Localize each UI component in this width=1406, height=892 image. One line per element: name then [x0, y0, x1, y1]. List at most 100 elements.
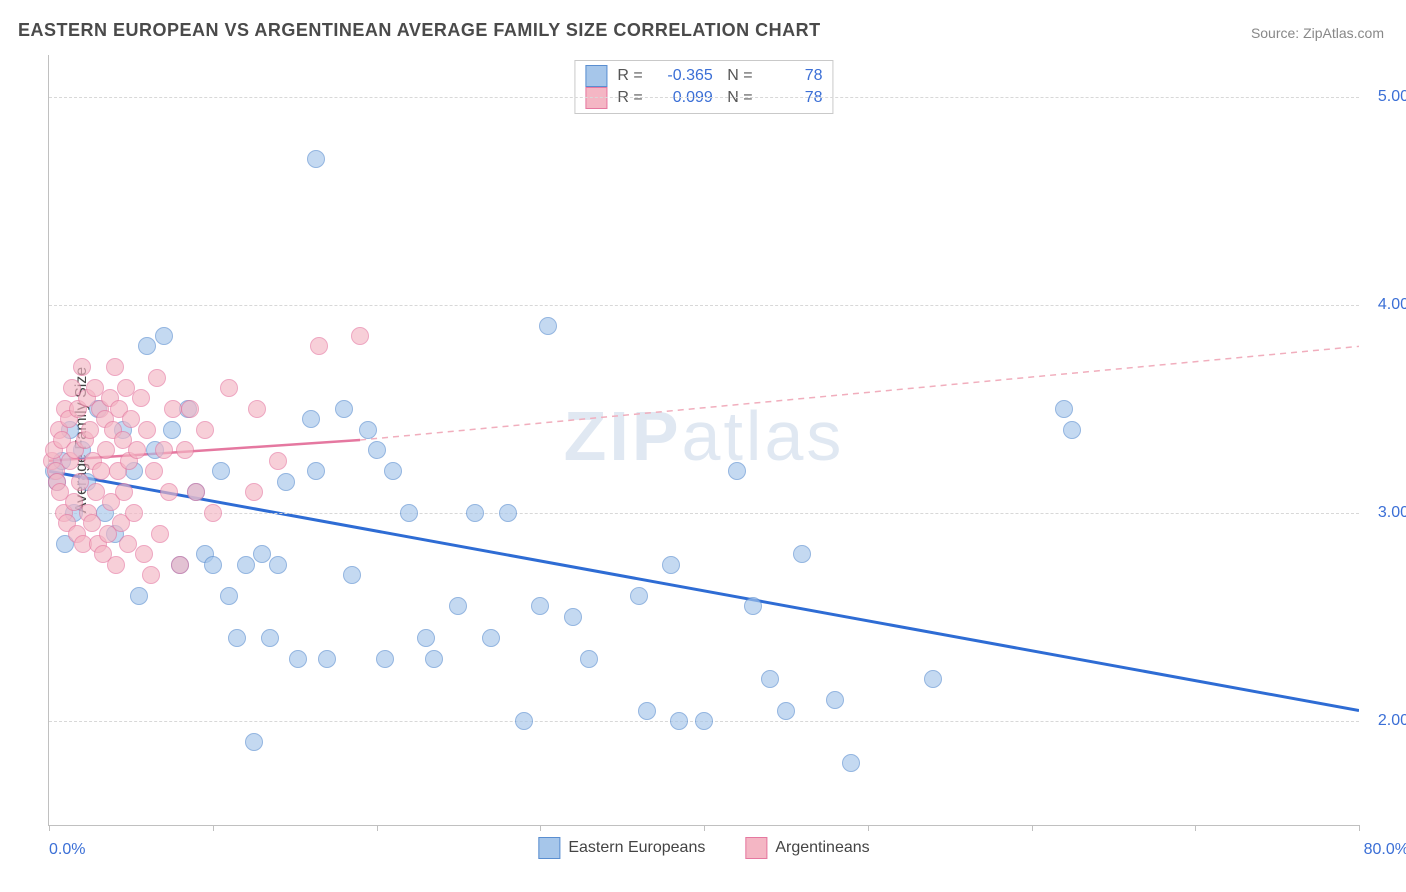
gridline [49, 305, 1359, 306]
n-value-1: 78 [763, 67, 823, 85]
scatter-point [132, 389, 150, 407]
scatter-point [155, 327, 173, 345]
scatter-point [160, 483, 178, 501]
correlation-legend: R = -0.365 N = 78 R = 0.099 N = 78 [574, 60, 833, 114]
scatter-point [307, 462, 325, 480]
scatter-point [318, 650, 336, 668]
scatter-point [261, 629, 279, 647]
scatter-point [151, 525, 169, 543]
scatter-point [71, 473, 89, 491]
scatter-point [115, 483, 133, 501]
scatter-point [148, 369, 166, 387]
scatter-point [400, 504, 418, 522]
gridline [49, 97, 1359, 98]
scatter-point [842, 754, 860, 772]
scatter-point [417, 629, 435, 647]
scatter-point [277, 473, 295, 491]
scatter-point [176, 441, 194, 459]
scatter-point [289, 650, 307, 668]
xtick [377, 825, 378, 831]
scatter-point [248, 400, 266, 418]
scatter-point [482, 629, 500, 647]
scatter-point [196, 421, 214, 439]
gridline [49, 513, 1359, 514]
correlation-row-1: R = -0.365 N = 78 [585, 65, 822, 87]
scatter-point [204, 504, 222, 522]
scatter-point [119, 535, 137, 553]
scatter-point [302, 410, 320, 428]
ytick-label: 4.00 [1378, 296, 1406, 314]
scatter-point [359, 421, 377, 439]
scatter-point [253, 545, 271, 563]
scatter-point [744, 597, 762, 615]
x-axis-label-left: 0.0% [49, 841, 85, 859]
scatter-point [630, 587, 648, 605]
r-value-1: -0.365 [653, 67, 713, 85]
scatter-point [181, 400, 199, 418]
scatter-point [269, 556, 287, 574]
scatter-point [269, 452, 287, 470]
scatter-point [826, 691, 844, 709]
scatter-point [376, 650, 394, 668]
scatter-point [670, 712, 688, 730]
scatter-point [515, 712, 533, 730]
series-legend: Eastern Europeans Argentineans [538, 837, 869, 859]
scatter-point [237, 556, 255, 574]
scatter-point [187, 483, 205, 501]
scatter-point [164, 400, 182, 418]
legend-swatch-pink-2 [745, 837, 767, 859]
xtick [540, 825, 541, 831]
scatter-point [662, 556, 680, 574]
scatter-point [580, 650, 598, 668]
scatter-point [564, 608, 582, 626]
scatter-point [466, 504, 484, 522]
watermark: ZIPatlas [564, 396, 845, 476]
scatter-point [107, 556, 125, 574]
scatter-point [228, 629, 246, 647]
scatter-point [125, 504, 143, 522]
scatter-point [92, 462, 110, 480]
trendlines-svg [49, 55, 1359, 825]
scatter-point [245, 483, 263, 501]
scatter-point [335, 400, 353, 418]
scatter-point [138, 421, 156, 439]
scatter-point [793, 545, 811, 563]
scatter-point [425, 650, 443, 668]
plot-area: Average Family Size ZIPatlas R = -0.365 … [48, 55, 1359, 826]
scatter-point [638, 702, 656, 720]
legend-item-2: Argentineans [745, 837, 869, 859]
scatter-point [728, 462, 746, 480]
legend-swatch-blue-2 [538, 837, 560, 859]
scatter-point [499, 504, 517, 522]
xtick [704, 825, 705, 831]
scatter-point [130, 587, 148, 605]
scatter-point [142, 566, 160, 584]
scatter-point [1055, 400, 1073, 418]
scatter-point [245, 733, 263, 751]
scatter-point [307, 150, 325, 168]
scatter-point [128, 441, 146, 459]
scatter-point [171, 556, 189, 574]
scatter-point [145, 462, 163, 480]
scatter-point [135, 545, 153, 563]
scatter-point [97, 441, 115, 459]
scatter-point [212, 462, 230, 480]
r-value-2: 0.099 [653, 89, 713, 107]
xtick [1195, 825, 1196, 831]
legend-label-1: Eastern Europeans [568, 839, 705, 857]
scatter-point [163, 421, 181, 439]
scatter-point [695, 712, 713, 730]
scatter-point [761, 670, 779, 688]
scatter-point [1063, 421, 1081, 439]
scatter-point [368, 441, 386, 459]
scatter-point [155, 441, 173, 459]
chart-container: EASTERN EUROPEAN VS ARGENTINEAN AVERAGE … [0, 0, 1406, 892]
legend-swatch-blue [585, 65, 607, 87]
xtick [49, 825, 50, 831]
legend-item-1: Eastern Europeans [538, 837, 705, 859]
scatter-point [122, 410, 140, 428]
scatter-point [924, 670, 942, 688]
scatter-point [343, 566, 361, 584]
scatter-point [73, 358, 91, 376]
legend-label-2: Argentineans [775, 839, 869, 857]
